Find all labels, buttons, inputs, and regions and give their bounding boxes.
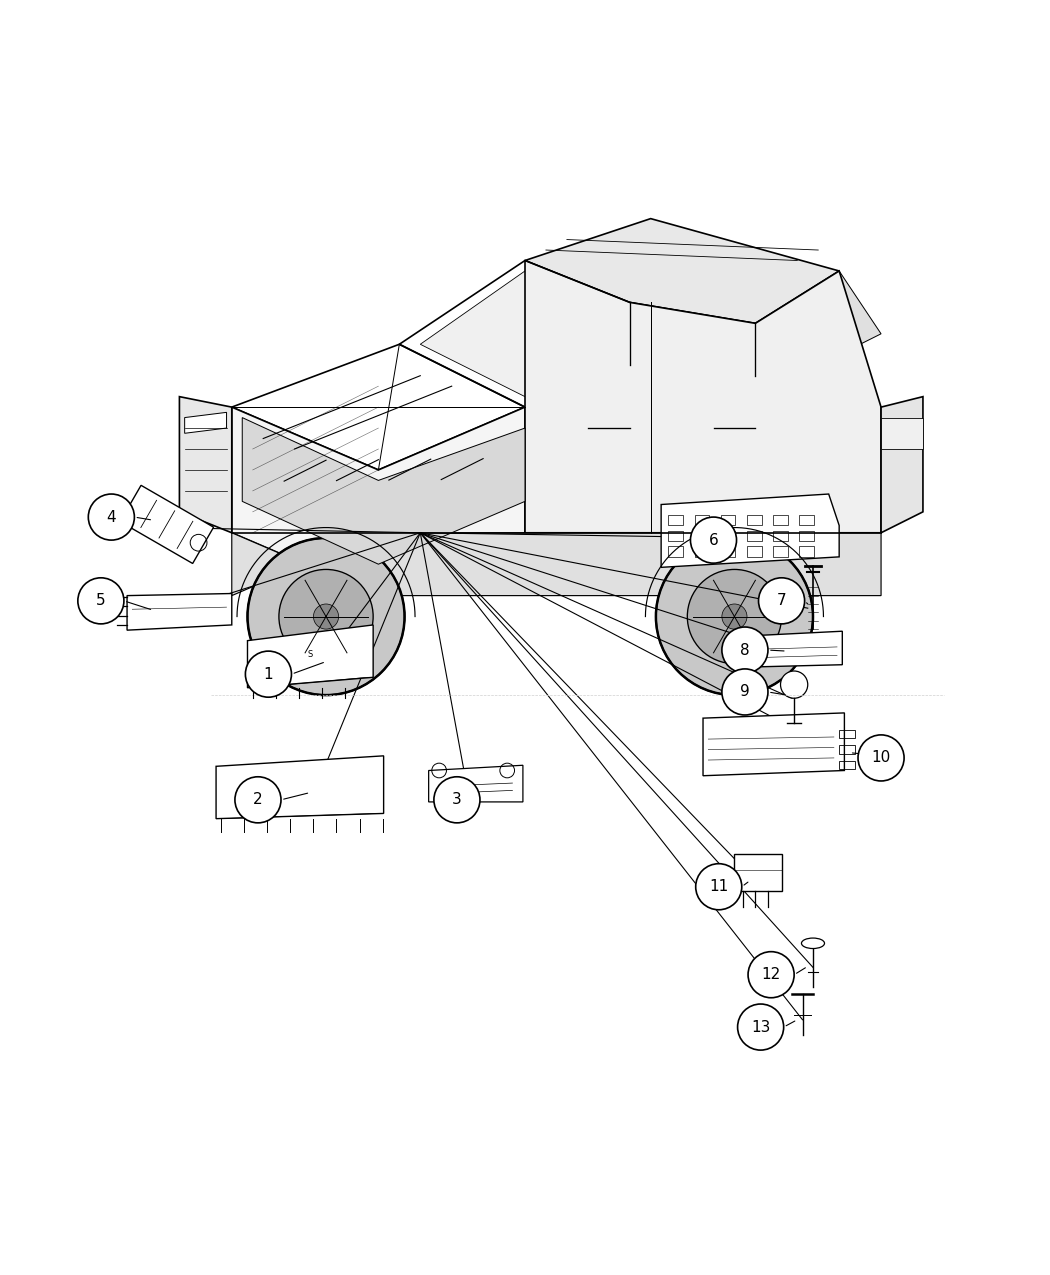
Circle shape	[691, 518, 736, 564]
Text: 4: 4	[106, 510, 117, 524]
Polygon shape	[180, 397, 232, 533]
Ellipse shape	[801, 938, 824, 949]
Bar	[695, 515, 710, 525]
Circle shape	[748, 951, 794, 998]
Polygon shape	[734, 854, 781, 891]
Circle shape	[279, 570, 373, 664]
Polygon shape	[881, 397, 923, 533]
Bar	[747, 530, 761, 541]
Circle shape	[758, 578, 804, 623]
Polygon shape	[630, 302, 797, 376]
Polygon shape	[248, 625, 373, 687]
Circle shape	[780, 671, 807, 699]
Text: 10: 10	[872, 751, 890, 765]
Bar	[839, 729, 855, 738]
Bar	[881, 418, 923, 449]
Bar	[747, 547, 761, 557]
Bar	[695, 530, 710, 541]
Polygon shape	[216, 756, 383, 819]
Bar	[721, 547, 735, 557]
Text: 1: 1	[264, 667, 273, 682]
Circle shape	[88, 493, 134, 541]
Text: 8: 8	[740, 643, 750, 658]
Text: 7: 7	[777, 593, 786, 608]
Polygon shape	[232, 407, 525, 595]
Polygon shape	[185, 412, 227, 434]
Polygon shape	[662, 493, 839, 567]
Circle shape	[78, 578, 124, 623]
Bar	[747, 515, 761, 525]
Polygon shape	[755, 272, 881, 376]
Text: 6: 6	[709, 533, 718, 547]
Bar	[721, 515, 735, 525]
Bar	[695, 547, 710, 557]
Circle shape	[314, 604, 338, 629]
Polygon shape	[704, 713, 844, 775]
Bar	[669, 515, 684, 525]
Polygon shape	[420, 272, 609, 397]
Polygon shape	[525, 218, 839, 324]
Circle shape	[688, 570, 781, 664]
Polygon shape	[243, 418, 525, 565]
Circle shape	[246, 652, 292, 697]
Text: 12: 12	[761, 968, 781, 982]
Polygon shape	[127, 594, 232, 630]
Bar	[773, 547, 788, 557]
Circle shape	[722, 669, 768, 715]
Bar	[839, 746, 855, 754]
Bar	[773, 515, 788, 525]
Text: 9: 9	[740, 685, 750, 700]
Text: S: S	[308, 650, 313, 659]
Polygon shape	[758, 631, 842, 667]
Polygon shape	[120, 486, 213, 564]
Text: 11: 11	[709, 880, 729, 894]
Polygon shape	[525, 260, 881, 533]
Circle shape	[722, 627, 768, 673]
Bar	[839, 761, 855, 769]
Text: 5: 5	[96, 593, 106, 608]
Bar	[669, 547, 684, 557]
Polygon shape	[428, 765, 523, 802]
Bar	[799, 530, 814, 541]
Bar	[773, 530, 788, 541]
Circle shape	[248, 538, 404, 695]
Circle shape	[722, 604, 747, 629]
Text: 2: 2	[253, 792, 262, 807]
Text: 13: 13	[751, 1020, 771, 1034]
Text: 3: 3	[453, 792, 462, 807]
Bar	[799, 515, 814, 525]
Bar	[799, 547, 814, 557]
Circle shape	[656, 538, 813, 695]
Bar	[669, 530, 684, 541]
Circle shape	[737, 1003, 783, 1051]
Circle shape	[235, 776, 281, 822]
Circle shape	[858, 734, 904, 782]
Bar	[721, 530, 735, 541]
Polygon shape	[232, 533, 881, 595]
Circle shape	[696, 863, 741, 910]
Circle shape	[434, 776, 480, 822]
